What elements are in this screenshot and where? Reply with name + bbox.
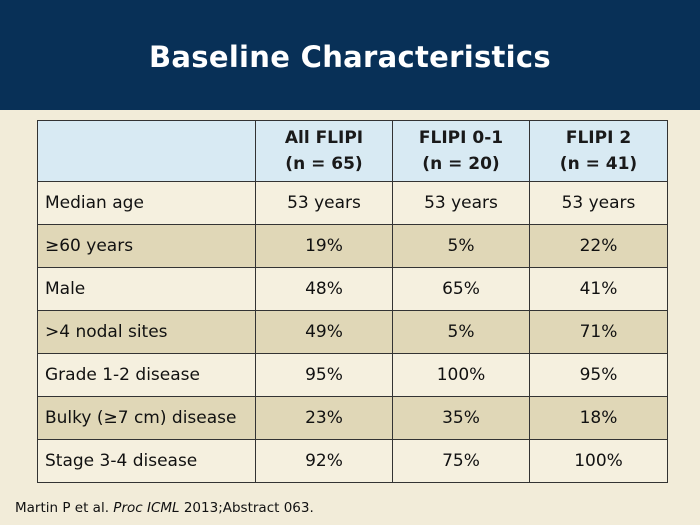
table-header-row: All FLIPI (n = 65) FLIPI 0-1 (n = 20) FL… [37,120,668,182]
header-cell-empty [37,120,256,182]
cell-value: 75% [392,439,530,483]
cell-value: 53 years [392,181,530,225]
citation: Martin P et al. Proc ICML 2013;Abstract … [15,500,314,516]
header-cell-all-flipi: All FLIPI (n = 65) [255,120,393,182]
cell-value: 53 years [255,181,393,225]
cell-value: 100% [529,439,668,483]
cell-value: 18% [529,396,668,440]
title-banner [0,0,700,110]
cell-value: 71% [529,310,668,354]
row-label: >4 nodal sites [37,310,256,354]
row-label: Bulky (≥7 cm) disease [37,396,256,440]
slide-title: Baseline Characteristics [149,40,551,74]
row-label: Stage 3-4 disease [37,439,256,483]
header-all-flipi-n: (n = 65) [285,154,363,174]
cell-value: 65% [392,267,530,311]
cell-value: 23% [255,396,393,440]
cell-value: 5% [392,310,530,354]
cell-value: 95% [529,353,668,397]
cell-value: 92% [255,439,393,483]
table-row: Grade 1-2 disease 95% 100% 95% [37,353,668,397]
row-label: ≥60 years [37,224,256,268]
table-row: ≥60 years 19% 5% 22% [37,224,668,268]
cell-value: 35% [392,396,530,440]
header-flipi-0-1-label: FLIPI 0-1 [418,128,504,148]
header-flipi-2-label: FLIPI 2 [565,128,632,148]
header-cell-flipi-0-1: FLIPI 0-1 (n = 20) [392,120,530,182]
header-flipi-2-n: (n = 41) [559,154,638,174]
cell-value: 53 years [529,181,668,225]
header-cell-flipi-2: FLIPI 2 (n = 41) [529,120,668,182]
header-flipi-0-1-n: (n = 20) [422,154,500,174]
cell-value: 5% [392,224,530,268]
citation-prefix: Martin P et al. [15,500,114,516]
citation-suffix: 2013;Abstract 063. [179,500,314,516]
baseline-characteristics-table: All FLIPI (n = 65) FLIPI 0-1 (n = 20) FL… [37,120,668,483]
header-all-flipi-label: All FLIPI [284,128,364,148]
cell-value: 100% [392,353,530,397]
cell-value: 49% [255,310,393,354]
citation-journal: Proc ICML [113,500,180,516]
table-row: Median age 53 years 53 years 53 years [37,181,668,225]
cell-value: 48% [255,267,393,311]
cell-value: 95% [255,353,393,397]
cell-value: 41% [529,267,668,311]
cell-value: 19% [255,224,393,268]
row-label: Median age [37,181,256,225]
cell-value: 22% [529,224,668,268]
row-label: Male [37,267,256,311]
table-row: Stage 3-4 disease 92% 75% 100% [37,439,668,483]
row-label: Grade 1-2 disease [37,353,256,397]
table-row: >4 nodal sites 49% 5% 71% [37,310,668,354]
table-row: Bulky (≥7 cm) disease 23% 35% 18% [37,396,668,440]
table-row: Male 48% 65% 41% [37,267,668,311]
